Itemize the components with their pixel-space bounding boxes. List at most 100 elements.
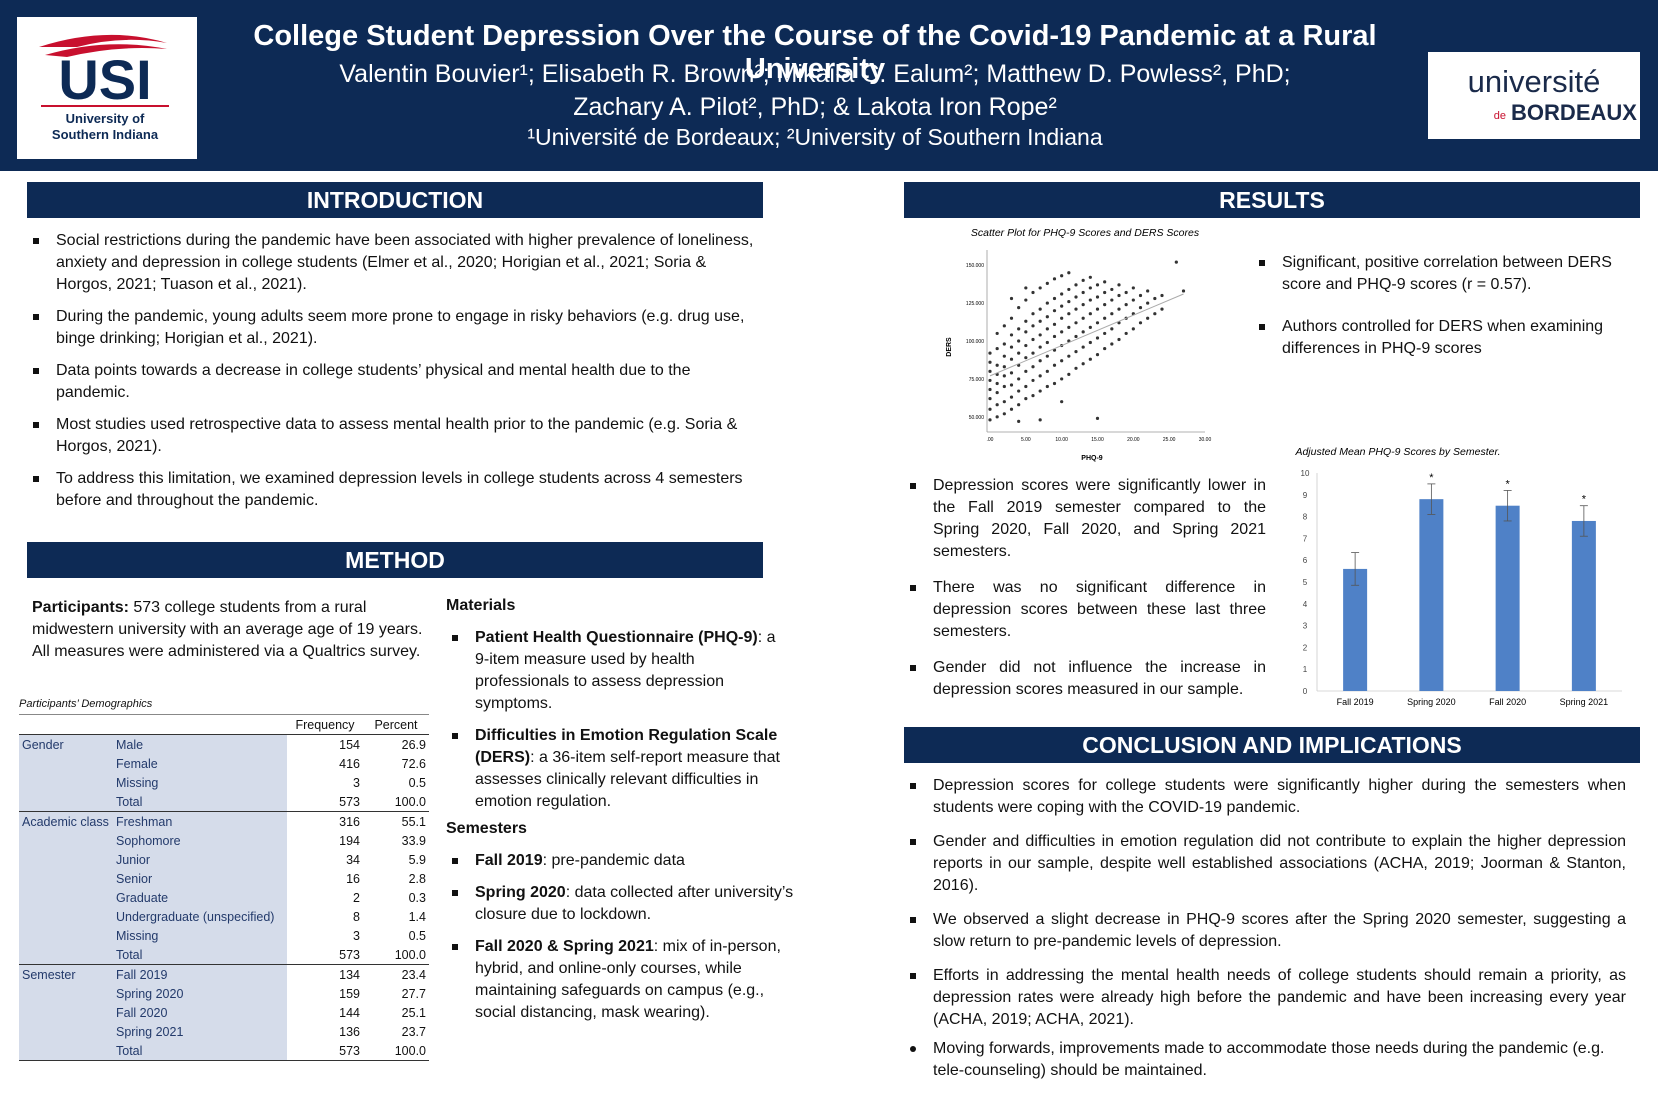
ub-logo-line2: BORDEAUX: [1511, 100, 1637, 125]
scatter-point: [988, 378, 992, 383]
scatter-point: [1052, 363, 1057, 367]
scatter-point: [1038, 307, 1042, 311]
scatter-point: [1067, 312, 1071, 316]
significance-marker: *: [1582, 494, 1587, 506]
scatter-point: [1002, 384, 1006, 389]
scatter-point: [1081, 330, 1085, 334]
scatter-point: [1153, 296, 1157, 301]
table-category-cell: Total: [113, 792, 287, 812]
semester-item-text: : data collected after university’s clos…: [475, 884, 794, 923]
table-category-cell: Sophomore: [113, 831, 287, 850]
ub-logo-graphic: université de BORDEAUX: [1468, 64, 1638, 125]
scatter-point: [1009, 316, 1014, 320]
scatter-point: [1138, 293, 1143, 298]
semesters-heading: Semesters: [446, 820, 527, 837]
scatter-point: [1031, 290, 1035, 295]
scatter-point: [1060, 292, 1064, 296]
table-percent-cell: 100.0: [363, 1041, 429, 1061]
significance-marker: *: [1505, 478, 1510, 490]
scatter-x-tick: 25.00: [1163, 437, 1176, 443]
bar-y-tick: 8: [1303, 513, 1308, 522]
bar: [1419, 499, 1444, 691]
scatter-point: [1009, 357, 1014, 361]
table-group-cell: [19, 1041, 113, 1061]
scatter-point: [1024, 397, 1028, 401]
scatter-point: [1103, 280, 1107, 284]
scatter-point: [1081, 345, 1085, 349]
table-row: Senior 16 2.8: [19, 869, 429, 888]
scatter-point: [1024, 298, 1028, 302]
poster-title: College Student Depression Over the Cour…: [253, 20, 1377, 85]
table-percent-cell: 100.0: [363, 792, 429, 812]
scatter-point: [988, 387, 992, 392]
scatter-finding: Significant, positive correlation betwee…: [1253, 252, 1623, 296]
scatter-point: [1060, 304, 1064, 308]
bar-y-tick: 2: [1303, 643, 1308, 652]
table-frequency-cell: 34: [346, 852, 360, 867]
table-frequency-cell: 2: [353, 890, 360, 905]
table-frequency-cell: 16: [346, 871, 360, 886]
bar-y-tick: 3: [1303, 622, 1308, 631]
scatter-point: [1031, 394, 1035, 398]
scatter-point: [988, 407, 992, 411]
scatter-point: [1088, 312, 1092, 316]
scatter-findings-list: Significant, positive correlation betwee…: [1253, 252, 1623, 370]
scatter-point: [1031, 351, 1035, 355]
bar-x-tick: Spring 2021: [1560, 697, 1609, 707]
table-frequency-cell: 573: [287, 945, 363, 965]
scatter-point: [1002, 342, 1006, 346]
scatter-point: [1045, 384, 1049, 389]
table-category-cell: Spring 2021: [113, 1022, 287, 1041]
scatter-point: [1038, 374, 1042, 378]
bar-findings-list: Depression scores were significantly low…: [904, 475, 1266, 711]
scatter-point: [988, 369, 992, 373]
table-frequency-cell: 144: [339, 1005, 360, 1020]
table-percent-cell: 0.5: [408, 775, 426, 790]
materials-item: Difficulties in Emotion Regulation Scale…: [446, 725, 786, 813]
usi-logo-graphic: USI University of Southern Indiana: [39, 34, 169, 142]
scatter-point: [995, 346, 999, 351]
table-category-cell: Freshman: [113, 811, 287, 831]
scatter-point: [995, 403, 999, 407]
scatter-point: [1017, 389, 1021, 393]
introduction-list: Social restrictions during the pandemic …: [27, 230, 763, 522]
scatter-point: [1017, 327, 1021, 331]
scatter-point: [1060, 274, 1064, 278]
scatter-y-label: DERS: [946, 337, 953, 357]
scatter-point: [1095, 321, 1100, 325]
table-frequency-cell: 134: [339, 967, 360, 982]
scatter-point: [1074, 295, 1078, 299]
table-header-row: Frequency Percent: [19, 714, 429, 735]
scatter-point: [1074, 283, 1078, 287]
intro-bullet: Social restrictions during the pandemic …: [27, 230, 763, 296]
bar-y-tick: 4: [1303, 600, 1308, 609]
scatter-finding: Authors controlled for DERS when examini…: [1253, 316, 1623, 360]
scatter-x-tick: 15.00: [1091, 437, 1104, 443]
scatter-point: [1002, 324, 1006, 328]
scatter-point: [1038, 286, 1042, 290]
scatter-point: [1009, 296, 1014, 301]
scatter-point: [1052, 309, 1057, 313]
scatter-point: [1081, 316, 1085, 320]
significance-marker: *: [1429, 472, 1434, 484]
scatter-y-tick: 50.000: [969, 415, 985, 421]
scatter-point: [1110, 327, 1114, 331]
table-row: Total 573 100.0: [19, 1041, 429, 1061]
method-heading: METHOD: [27, 542, 763, 578]
table-row: Academic class Freshman 316 55.1: [19, 811, 429, 831]
scatter-point: [1095, 336, 1100, 340]
scatter-point: [1017, 351, 1021, 355]
conclusion-bullet: Depression scores for college students w…: [904, 775, 1626, 819]
scatter-point: [1146, 316, 1150, 320]
usi-logo-sub2: Southern Indiana: [52, 127, 159, 142]
scatter-point: [1024, 356, 1028, 360]
scatter-axes: .00 5.00 10.00 15.00 20.00 25.00 30.00 50.000 75…: [966, 250, 1211, 443]
scatter-point: [1031, 324, 1035, 328]
table-row: Fall 2020 144 25.1: [19, 1003, 429, 1022]
scatter-point: [1045, 281, 1049, 285]
table-row: Gender Male 154 26.9: [19, 734, 429, 754]
bar-y-tick: 5: [1303, 578, 1308, 587]
bar-x-tick: Fall 2020: [1489, 697, 1526, 707]
scatter-point: [1031, 337, 1035, 342]
scatter-point: [1081, 290, 1085, 295]
